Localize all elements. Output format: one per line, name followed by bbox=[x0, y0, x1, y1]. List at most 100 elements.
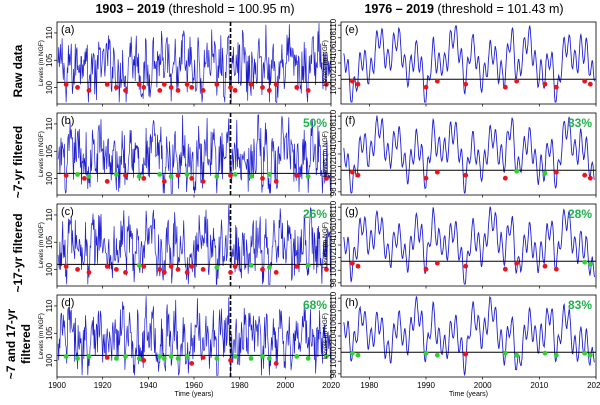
low-event-point-red bbox=[324, 82, 329, 87]
y-tick-label: 98 bbox=[329, 278, 338, 287]
low-event-point-red bbox=[294, 85, 300, 90]
y-tick-label: 104 bbox=[329, 238, 338, 252]
low-event-point-red bbox=[324, 176, 329, 181]
panel-letter: (f) bbox=[345, 115, 355, 127]
low-event-point-red bbox=[502, 266, 508, 272]
column-title-left-range: 1903 – 2019 bbox=[95, 2, 165, 16]
low-event-point-red bbox=[104, 82, 110, 87]
low-event-point-red bbox=[175, 173, 181, 178]
low-event-point-green bbox=[75, 172, 80, 177]
row-label-7-and-17yr-line2: filtered bbox=[19, 324, 33, 364]
low-event-point-red bbox=[273, 179, 279, 184]
low-event-point-green bbox=[86, 174, 92, 179]
low-event-point-red bbox=[161, 82, 167, 87]
y-tick-label: 100 bbox=[329, 354, 338, 368]
level-series-line bbox=[343, 295, 595, 377]
low-event-point-green bbox=[157, 172, 163, 177]
low-event-point-red bbox=[349, 260, 355, 266]
low-event-point-red bbox=[157, 267, 163, 272]
low-event-point-green bbox=[248, 356, 254, 361]
low-event-point-red bbox=[349, 78, 355, 84]
low-event-point-red bbox=[141, 264, 147, 269]
low-event-point-green bbox=[305, 263, 311, 268]
y-tick-label: 100 bbox=[329, 81, 338, 95]
panel-letter: (d) bbox=[61, 297, 74, 309]
low-event-point-red bbox=[75, 267, 80, 272]
low-event-point-red bbox=[553, 266, 559, 272]
low-event-point-green bbox=[266, 356, 272, 361]
low-event-point-green bbox=[168, 354, 174, 359]
row-label-raw: Raw data bbox=[11, 44, 25, 97]
panel-letter: (a) bbox=[61, 24, 74, 36]
low-event-point-red bbox=[214, 82, 220, 87]
low-event-point-red bbox=[104, 179, 110, 184]
low-event-point-green bbox=[587, 261, 593, 267]
low-event-point-red bbox=[161, 270, 167, 275]
low-event-point-green bbox=[260, 354, 265, 359]
x-tick-label: 2000 bbox=[276, 381, 294, 390]
y-tick-label: 100 bbox=[45, 171, 54, 185]
low-event-point-green bbox=[553, 352, 559, 358]
column-title-left: 1903 – 2019 (threshold = 100.95 m) bbox=[95, 2, 294, 16]
y-axis-label: Levels (m NGF) bbox=[322, 131, 329, 177]
low-event-point-red bbox=[423, 266, 429, 272]
low-event-point-green bbox=[434, 352, 440, 358]
low-event-point-green bbox=[542, 170, 548, 176]
x-tick-label: 1900 bbox=[48, 381, 66, 390]
y-tick-label: 110 bbox=[329, 18, 338, 31]
y-tick-label: 100 bbox=[45, 262, 54, 276]
percentage-label: 33% bbox=[568, 116, 592, 130]
low-event-point-red bbox=[423, 84, 429, 90]
x-tick-label: 1920 bbox=[94, 381, 112, 390]
panel-letter: (c) bbox=[61, 206, 74, 218]
low-event-point-green bbox=[113, 356, 119, 361]
low-event-point-red bbox=[463, 263, 469, 269]
low-event-point-green bbox=[542, 350, 548, 356]
level-series-line bbox=[57, 205, 331, 285]
y-axis-label: Levels (m NGF) bbox=[322, 313, 329, 359]
low-event-point-green bbox=[502, 350, 508, 356]
y-tick-label: 110 bbox=[45, 208, 54, 221]
x-axis-label: Time (years) bbox=[449, 391, 488, 398]
column-title-left-threshold: (threshold = 100.95 m) bbox=[165, 2, 295, 16]
column-title-right-threshold: (threshold = 101.43 m) bbox=[434, 2, 564, 16]
low-event-point-green bbox=[214, 265, 220, 270]
low-event-point-red bbox=[63, 264, 69, 269]
row-label-7-and-17yr-line1: ~7 and 17-yr bbox=[4, 308, 18, 379]
low-event-point-green bbox=[113, 172, 119, 177]
low-event-point-green bbox=[582, 259, 588, 265]
low-event-point-red bbox=[232, 264, 238, 269]
y-tick-label: 104 bbox=[329, 147, 338, 161]
low-event-point-red bbox=[200, 179, 206, 184]
y-tick-label: 98 bbox=[329, 369, 338, 378]
x-tick-label: 1980 bbox=[231, 381, 249, 390]
low-event-point-red bbox=[273, 270, 279, 275]
low-event-point-red bbox=[502, 175, 508, 181]
low-event-point-red bbox=[355, 263, 361, 269]
low-event-point-green bbox=[136, 263, 142, 268]
y-tick-label: 110 bbox=[45, 117, 54, 130]
low-event-point-green bbox=[514, 352, 520, 358]
low-event-point-green bbox=[184, 354, 190, 359]
y-tick-label: 106 bbox=[329, 316, 338, 330]
y-tick-label: 106 bbox=[329, 134, 338, 148]
low-event-point-red bbox=[260, 85, 265, 90]
x-tick-label: 1960 bbox=[185, 381, 203, 390]
y-tick-label: 105 bbox=[45, 235, 54, 249]
low-event-point-red bbox=[294, 173, 300, 178]
low-event-point-red bbox=[434, 260, 440, 266]
row-label-7yr: ~7-yr filtered bbox=[11, 126, 25, 198]
y-tick-label: 102 bbox=[329, 250, 338, 264]
low-event-point-red bbox=[141, 85, 147, 90]
low-event-point-red bbox=[463, 172, 469, 178]
low-event-point-green bbox=[582, 350, 588, 356]
low-event-point-red bbox=[200, 355, 206, 360]
row-label-17yr: ~17-yr filtered bbox=[11, 213, 25, 292]
low-event-point-red bbox=[582, 78, 588, 84]
low-event-point-green bbox=[514, 168, 520, 174]
y-axis-label: Levels (m NGF) bbox=[322, 40, 329, 86]
low-event-point-red bbox=[184, 82, 190, 87]
